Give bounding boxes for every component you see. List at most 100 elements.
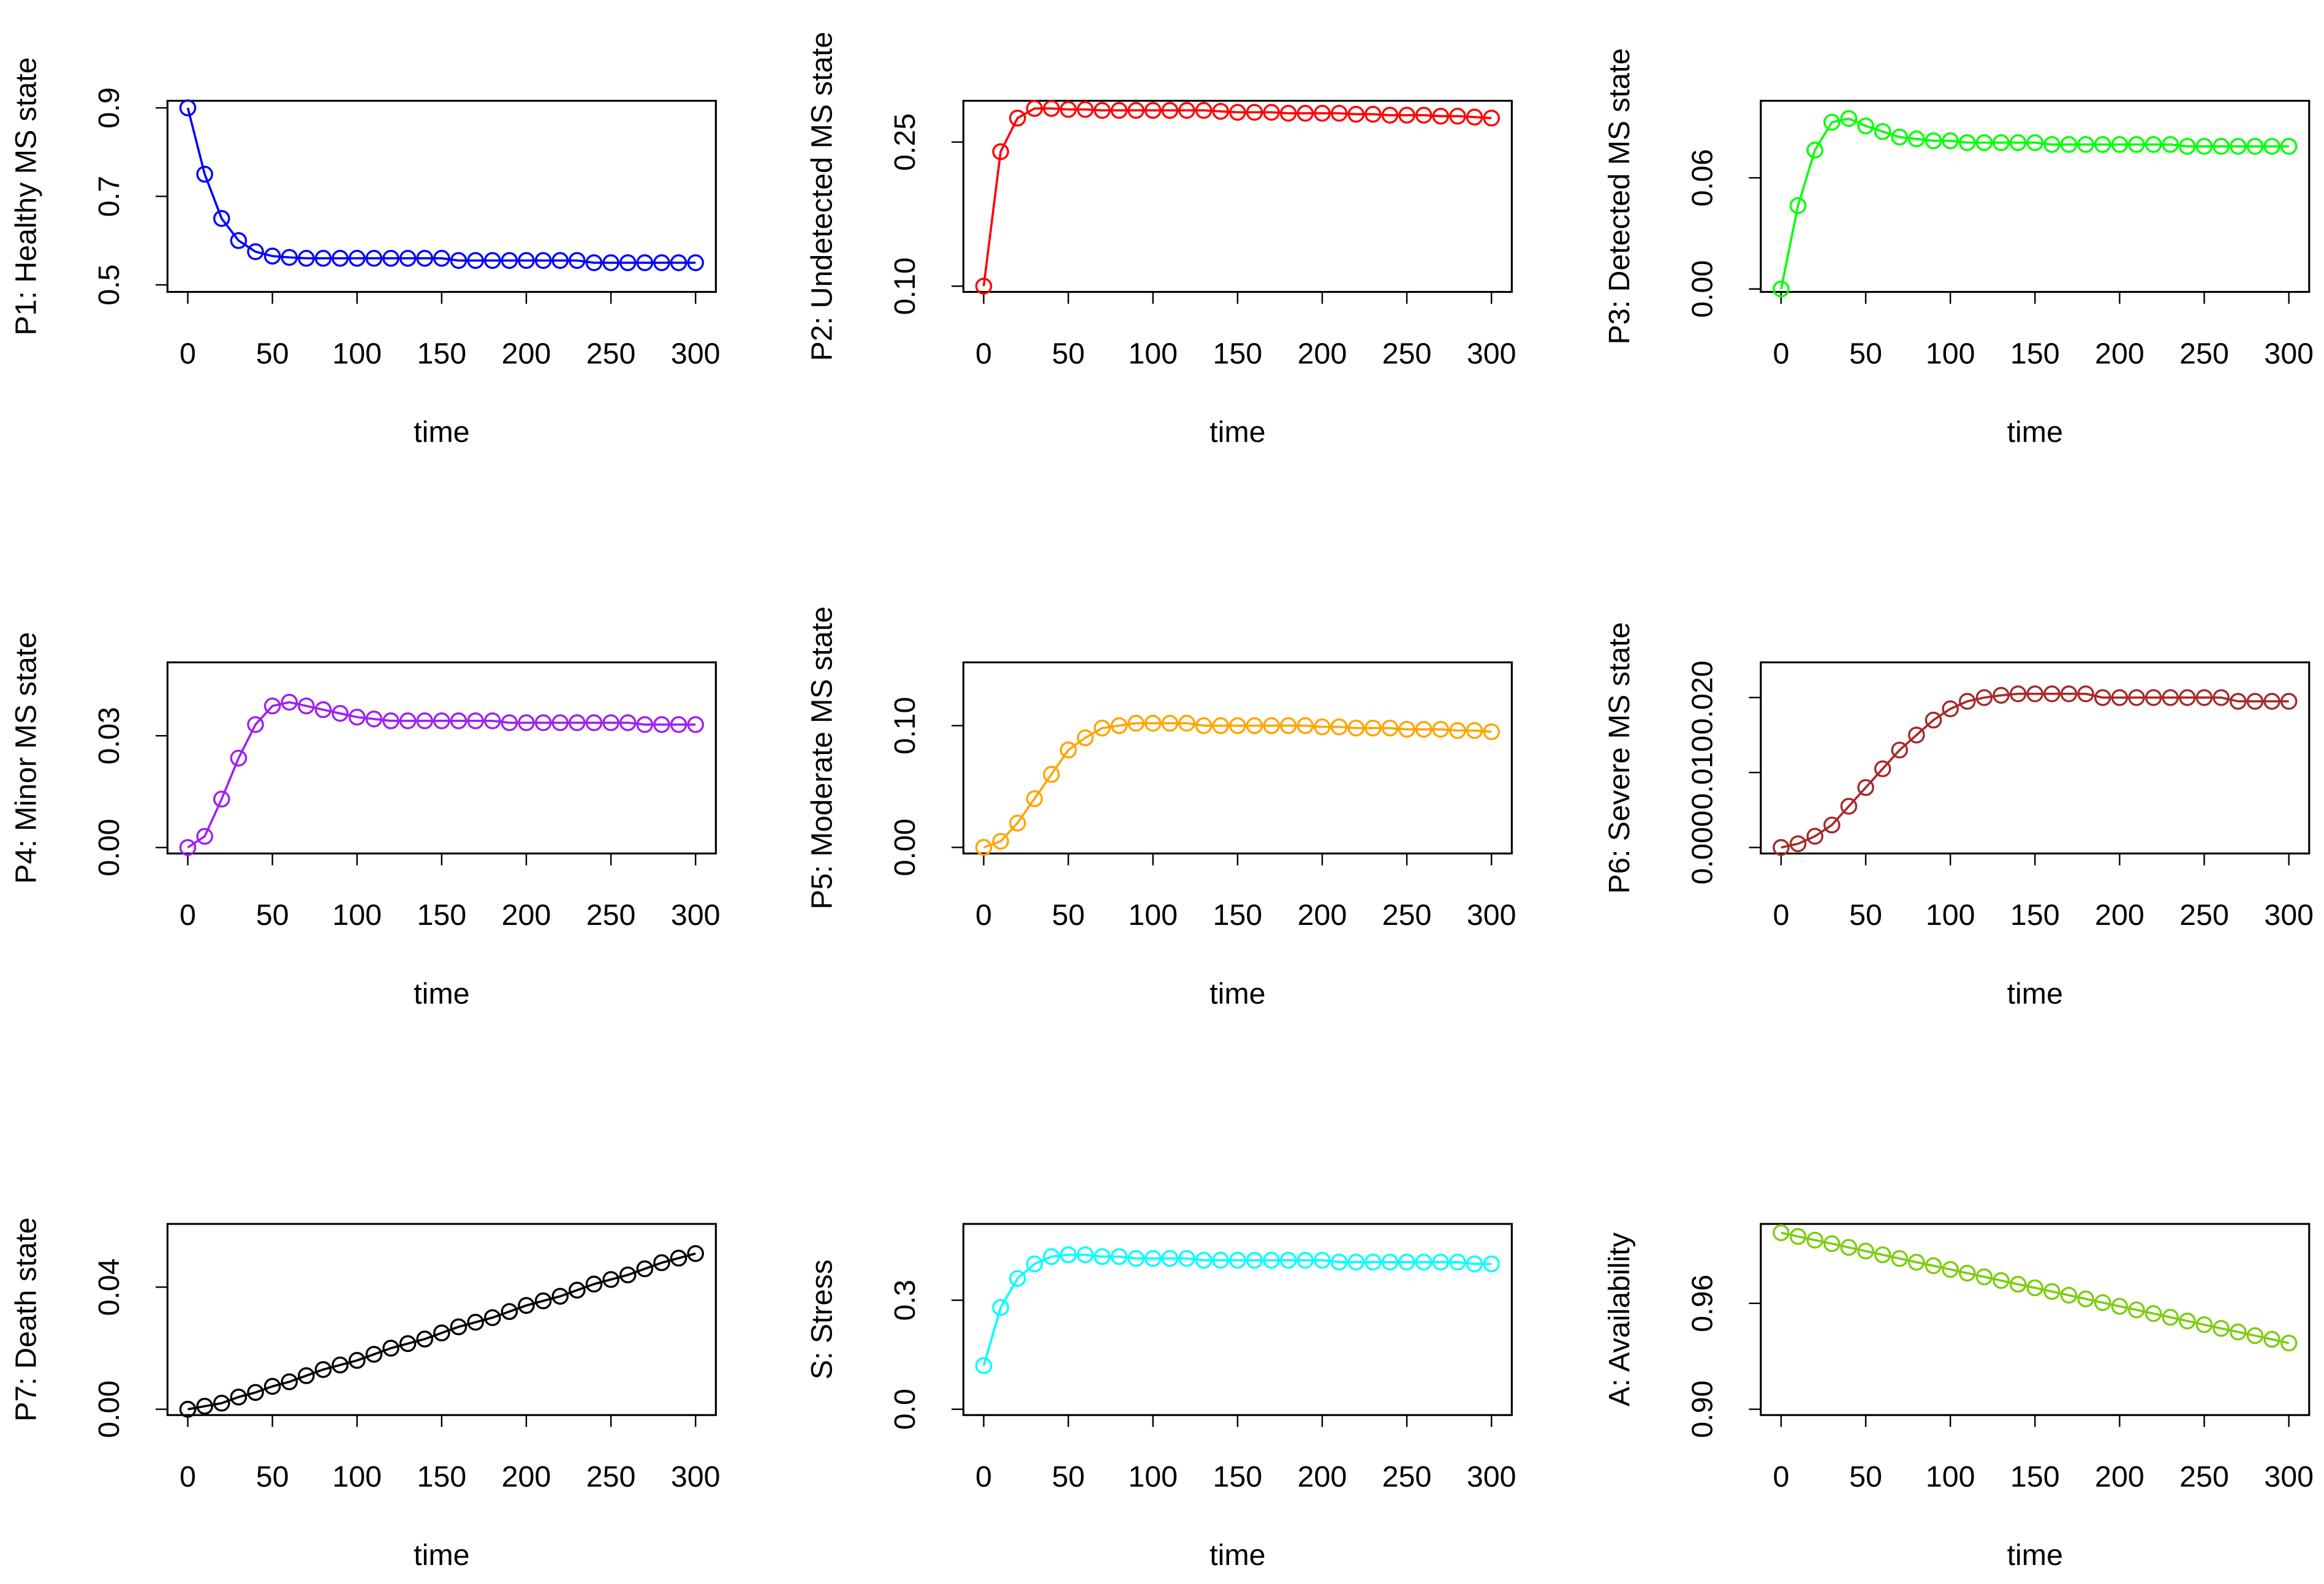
- data-point: [433, 249, 450, 267]
- data-point: [2094, 136, 2111, 153]
- data-point: [331, 249, 349, 267]
- data-point: [1043, 766, 1060, 783]
- data-point: [687, 716, 705, 733]
- x-tick-label: 150: [2010, 1460, 2060, 1493]
- data-point: [1959, 134, 1976, 151]
- data-point: [213, 209, 230, 227]
- data-point: [179, 839, 197, 856]
- data-point: [1314, 105, 1331, 122]
- data-point: [247, 716, 264, 733]
- data-point: [1296, 717, 1314, 734]
- data-point: [992, 832, 1009, 850]
- data-point: [551, 714, 569, 731]
- data-point: [1449, 722, 1466, 739]
- data-point: [1466, 108, 1483, 126]
- x-tick-label: 0: [180, 1460, 196, 1493]
- data-point: [1466, 722, 1483, 739]
- y-tick-label: 0.0: [888, 1389, 922, 1430]
- plot-box: [1760, 661, 2311, 854]
- y-tick-label: 0.06: [1686, 149, 1719, 206]
- data-point: [1789, 197, 1807, 214]
- data-point: [2212, 689, 2230, 706]
- data-point: [1178, 714, 1195, 732]
- data-point: [365, 249, 383, 267]
- data-point: [1975, 1268, 1993, 1286]
- x-tick-label: 0: [180, 337, 196, 370]
- x-tick-label: 100: [1128, 337, 1178, 370]
- data-point: [518, 252, 535, 270]
- data-point: [1009, 109, 1026, 127]
- x-tick-label: 150: [2010, 899, 2060, 932]
- y-tick-label: 0.10: [888, 257, 922, 315]
- data-point: [2263, 1330, 2280, 1348]
- data-point: [2144, 689, 2162, 706]
- data-point: [213, 790, 230, 808]
- data-point: [298, 249, 315, 267]
- data-point: [602, 254, 619, 271]
- data-point: [501, 714, 518, 731]
- x-tick-label: 250: [2179, 1460, 2229, 1493]
- data-point: [314, 249, 332, 267]
- data-point: [501, 252, 518, 270]
- x-tick-label: 200: [1298, 899, 1347, 932]
- x-tick-label: 0: [975, 899, 992, 932]
- data-point: [1925, 1257, 1942, 1275]
- data-point: [2077, 136, 2094, 153]
- data-point: [1195, 102, 1213, 119]
- data-point: [2026, 685, 2044, 703]
- y-axis-label: P7: Death state: [10, 1217, 43, 1421]
- data-point: [314, 1361, 332, 1378]
- data-point: [247, 243, 264, 260]
- data-point: [1314, 1251, 1331, 1269]
- data-point: [196, 165, 213, 183]
- x-tick-label: 250: [1382, 1460, 1432, 1493]
- y-tick-label: 0.90: [1686, 1381, 1719, 1438]
- data-point: [2060, 685, 2078, 703]
- data-point: [518, 1297, 535, 1314]
- x-axis-label: time: [2007, 977, 2063, 1010]
- data-point: [2060, 1286, 2078, 1304]
- x-axis-label: time: [2007, 416, 2063, 449]
- panel: 0 50 100 150 200 250 300 0.90 0.96 time A: Availab…: [1603, 1223, 2314, 1572]
- data-point: [1279, 717, 1297, 734]
- data-point: [992, 1299, 1009, 1316]
- data-point: [2077, 685, 2094, 703]
- series-line: [983, 722, 1492, 849]
- x-axis-label: time: [1209, 416, 1265, 449]
- data-point: [1144, 1250, 1162, 1267]
- data-point: [2026, 1279, 2044, 1297]
- data-point: [670, 254, 687, 271]
- series-line: [982, 1253, 1492, 1367]
- data-point: [467, 252, 484, 270]
- data-point: [636, 1260, 654, 1278]
- x-tick-label: 100: [1926, 1460, 1975, 1493]
- data-point: [1789, 835, 1807, 853]
- x-tick-label: 50: [256, 899, 289, 932]
- data-point: [1908, 1253, 1925, 1271]
- data-point: [2212, 138, 2230, 155]
- data-point: [1908, 130, 1925, 148]
- data-point: [1144, 714, 1162, 732]
- data-point: [2229, 138, 2247, 155]
- x-tick-label: 200: [1298, 337, 1347, 370]
- x-tick-label: 300: [671, 337, 721, 370]
- data-point: [1789, 1228, 1807, 1245]
- data-point: [1857, 1242, 1874, 1260]
- data-point: [450, 1318, 467, 1335]
- data-point: [2195, 138, 2213, 155]
- x-tick-label: 250: [586, 899, 636, 932]
- data-point: [687, 1245, 705, 1262]
- data-point: [518, 714, 535, 731]
- data-point: [1874, 1246, 1891, 1264]
- x-tick-label: 250: [586, 337, 636, 370]
- data-point: [1077, 1246, 1094, 1264]
- data-point: [2128, 136, 2145, 153]
- data-point: [1279, 1251, 1297, 1269]
- y-axis-label: P5: Moderate MS state: [806, 606, 839, 910]
- x-tick-label: 0: [1773, 1460, 1789, 1493]
- x-tick-label: 300: [1467, 899, 1516, 932]
- data-point: [1059, 1246, 1077, 1264]
- data-point: [1857, 779, 1874, 796]
- x-tick-label: 200: [2095, 899, 2144, 932]
- data-point: [975, 277, 993, 295]
